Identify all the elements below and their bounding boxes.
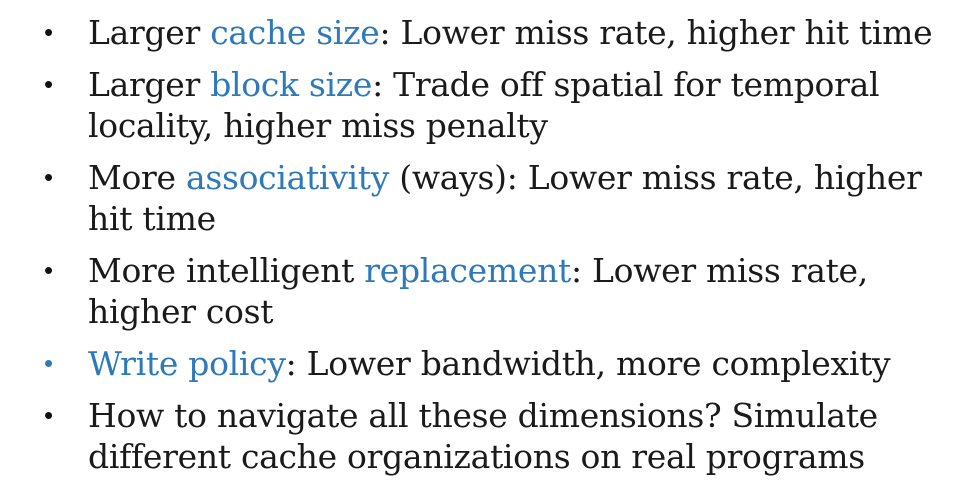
bullet-block-size: • Larger block size: Trade off spatial f… [44, 64, 946, 146]
bullet-line: Larger block size: Trade off spatial for… [88, 64, 946, 105]
bullet-text: (ways): Lower miss rate, higher [389, 158, 922, 197]
bullet-keyword: associativity [185, 158, 390, 197]
bullet-keyword: block size [210, 65, 373, 104]
bullet-text: : Lower miss rate, [571, 251, 868, 290]
bullet-text: : Trade off spatial for temporal [372, 65, 880, 104]
bullet-keyword: cache size [210, 13, 380, 52]
bullet-line: How to navigate all these dimensions? Si… [88, 396, 878, 435]
bullet-navigate: • How to navigate all these dimensions? … [44, 395, 946, 477]
bullet-dot-icon: • [44, 255, 53, 285]
bullet-dot-icon: • [44, 69, 53, 99]
bullet-dot-icon: • [44, 17, 53, 47]
bullet-dot-icon: • [44, 162, 53, 192]
bullet-continuation: higher cost [88, 292, 274, 331]
bullet-line: More intelligent replacement: Lower miss… [88, 250, 946, 291]
bullet-continuation: locality, higher miss penalty [88, 106, 548, 145]
bullet-line: Write policy: Lower bandwidth, more comp… [88, 343, 946, 384]
bullet-list: • Larger cache size: Lower miss rate, hi… [44, 12, 946, 477]
bullet-replacement: • More intelligent replacement: Lower mi… [44, 250, 946, 332]
bullet-continuation: hit time [88, 199, 216, 238]
bullet-keyword: replacement [364, 251, 571, 290]
bullet-text: Larger [88, 13, 211, 52]
bullet-continuation: different cache organizations on real pr… [88, 437, 865, 476]
bullet-keyword: Write policy [88, 344, 286, 383]
bullet-dot-icon: • [44, 400, 53, 430]
bullet-associativity: • More associativity (ways): Lower miss … [44, 157, 946, 239]
bullet-cache-size: • Larger cache size: Lower miss rate, hi… [44, 12, 946, 53]
bullet-text: Larger [88, 65, 211, 104]
bullet-text: More intelligent [88, 251, 365, 290]
bullet-dot-icon: • [44, 348, 53, 378]
bullet-text: : Lower bandwidth, more complexity [285, 344, 891, 383]
bullet-text: More [88, 158, 186, 197]
bullet-text: : Lower miss rate, higher hit time [379, 13, 933, 52]
bullet-line: Larger cache size: Lower miss rate, high… [88, 12, 946, 53]
bullet-line: More associativity (ways): Lower miss ra… [88, 157, 946, 198]
bullet-write-policy: • Write policy: Lower bandwidth, more co… [44, 343, 946, 384]
